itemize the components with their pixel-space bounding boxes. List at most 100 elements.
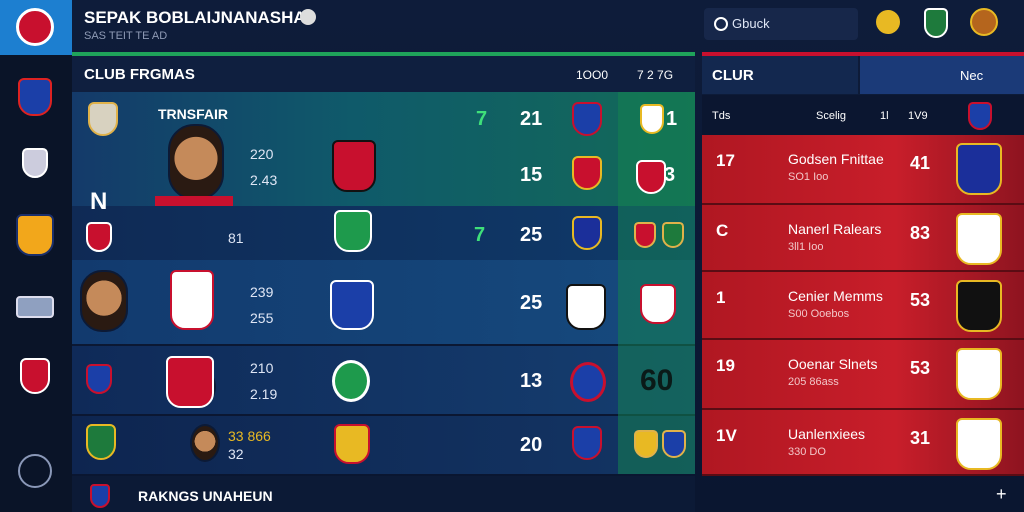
add-button: +	[996, 484, 1007, 504]
icon	[300, 9, 316, 25]
rank: 17	[716, 151, 735, 170]
stat-small: 33 866	[228, 428, 271, 444]
club-crest	[956, 213, 1002, 265]
sort-header[interactable]	[860, 56, 1024, 94]
nav-icon[interactable]	[16, 296, 54, 318]
rank: 1	[716, 288, 726, 307]
club-crest	[86, 364, 112, 394]
stat-value: 20	[520, 434, 543, 456]
stat-small: 220	[250, 146, 274, 162]
club-crest	[662, 430, 686, 458]
club-crest	[572, 426, 602, 460]
column-header: 1V9	[908, 110, 928, 122]
club-score: 31	[910, 428, 931, 448]
stat-small: 255	[250, 310, 274, 326]
club-crest	[640, 104, 664, 134]
stat-small: 239	[250, 284, 274, 300]
club-detail: 3ll1 Ioo	[788, 241, 824, 253]
stat-value: 3	[664, 164, 676, 186]
stat-value: 1	[666, 108, 678, 130]
sidebar	[0, 0, 72, 512]
club-crest	[956, 348, 1002, 400]
club-detail: 330 DO	[788, 446, 826, 458]
player-photo	[168, 124, 224, 200]
club-crest	[566, 284, 606, 330]
game-title: SEPAK BOBLAIJNANASHA	[84, 8, 306, 27]
footer-text: RAKNGS UNAHEUN	[138, 488, 273, 504]
nav-icon[interactable]	[16, 214, 54, 256]
row-label: N	[90, 188, 108, 215]
club-score: 53	[910, 358, 931, 378]
club-crest	[570, 362, 606, 402]
club-crest	[636, 160, 666, 194]
club-crest	[640, 284, 676, 324]
stat-small: 2.19	[250, 386, 278, 402]
club-crest	[334, 424, 370, 464]
club-score: 83	[910, 223, 931, 243]
stat-value: 60	[640, 364, 674, 397]
club-name: Godsen Fnittae	[788, 151, 884, 167]
panel-header	[702, 56, 858, 94]
club-name: Uanlenxiees	[788, 426, 866, 442]
header-icon[interactable]	[924, 8, 948, 38]
club-crest	[956, 280, 1002, 332]
player-photo	[190, 424, 220, 462]
header-icon[interactable]	[876, 10, 900, 34]
nav-icon[interactable]	[20, 358, 50, 394]
rank: 19	[716, 356, 735, 375]
club-crest	[968, 102, 992, 130]
stat-value: 7	[476, 108, 488, 130]
club-crest	[330, 280, 374, 330]
nav-icon[interactable]	[18, 454, 52, 488]
stat-value: 7	[474, 224, 486, 246]
highlight-column	[618, 92, 695, 474]
column-header: Tds	[712, 110, 731, 122]
club-name: Cenier Memms	[788, 288, 883, 304]
club-crest	[662, 222, 684, 248]
club-detail: 205 86ass	[788, 376, 839, 388]
panel-footer	[72, 476, 695, 512]
stat-value: 15	[520, 164, 543, 186]
club-crest	[572, 216, 602, 250]
accent-bar	[702, 52, 1024, 56]
panel-header	[72, 56, 695, 92]
stat-small: 210	[250, 360, 274, 376]
club-crest	[86, 424, 116, 460]
search-text: Gbuck	[732, 16, 770, 31]
subtitle: SAS TEIT TE AD	[84, 30, 168, 42]
club-crest	[634, 222, 656, 248]
stat-small: 81	[228, 230, 244, 246]
club-crest	[956, 418, 1002, 470]
club-crest	[88, 102, 118, 136]
rank: 1V	[716, 426, 737, 445]
sort-label[interactable]: Nec	[960, 68, 984, 83]
club-crest	[166, 356, 214, 408]
jersey	[155, 196, 233, 206]
logo-block	[0, 0, 72, 55]
club-crest	[170, 270, 214, 330]
row-label: TRNSFAIR	[158, 106, 228, 122]
nav-icon[interactable]	[18, 78, 52, 116]
stat-value: 25	[520, 224, 543, 246]
club-crest	[332, 140, 376, 192]
club-detail: SO1 Ioo	[788, 171, 829, 183]
header-icon[interactable]	[970, 8, 998, 36]
club-score: 41	[910, 153, 931, 173]
club-crest	[572, 102, 602, 136]
column-header: 1l	[880, 110, 889, 122]
club-crest	[332, 360, 370, 402]
club-crest	[572, 156, 602, 190]
club-name: Ooenar Slnets	[788, 356, 878, 372]
rank: C	[716, 221, 729, 240]
club-name: Nanerl Ralears	[788, 221, 882, 237]
stat-value: 13	[520, 370, 543, 392]
search-box[interactable]: Gbuck	[704, 8, 858, 40]
club-score: 53	[910, 290, 931, 310]
player-photo	[80, 270, 128, 332]
club-crest	[90, 484, 110, 508]
stat-small: 2.43	[250, 172, 278, 188]
nav-icon[interactable]	[22, 148, 48, 178]
club-crest	[86, 222, 112, 252]
stat-small: 32	[228, 446, 244, 462]
